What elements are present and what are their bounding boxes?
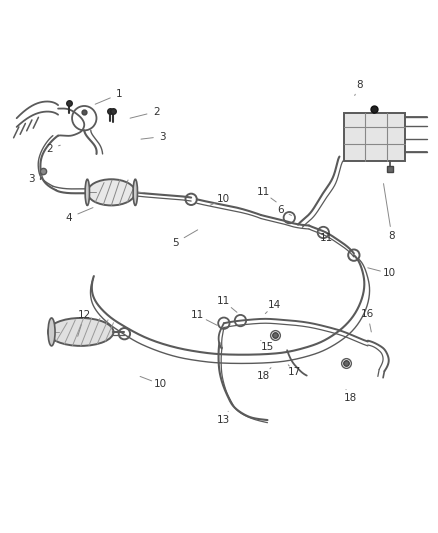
Text: 11: 11 [191,310,204,320]
Ellipse shape [133,179,137,205]
Text: 15: 15 [260,342,273,352]
Text: 10: 10 [217,194,230,204]
Ellipse shape [85,179,89,205]
Text: 4: 4 [66,213,72,223]
Text: 16: 16 [360,310,374,319]
Text: 14: 14 [267,300,280,310]
Text: 10: 10 [154,379,167,389]
Text: 3: 3 [159,132,166,141]
Text: 5: 5 [172,238,179,247]
Text: 12: 12 [78,310,91,320]
Text: 11: 11 [217,296,230,306]
Text: 18: 18 [343,393,356,403]
FancyBboxPatch shape [343,113,404,161]
Text: 13: 13 [217,415,230,425]
Text: 2: 2 [152,107,159,117]
Text: 18: 18 [256,370,269,381]
Text: 11: 11 [256,187,269,197]
Ellipse shape [48,318,55,346]
Text: 6: 6 [277,205,283,215]
Ellipse shape [87,179,135,205]
Text: 3: 3 [28,174,35,184]
Text: 8: 8 [388,231,394,241]
Text: 11: 11 [319,233,332,243]
Text: 10: 10 [382,269,395,278]
Text: 17: 17 [287,367,300,377]
Text: 2: 2 [46,144,53,154]
Text: 8: 8 [355,80,362,91]
Ellipse shape [48,318,113,346]
Text: 1: 1 [116,89,122,99]
